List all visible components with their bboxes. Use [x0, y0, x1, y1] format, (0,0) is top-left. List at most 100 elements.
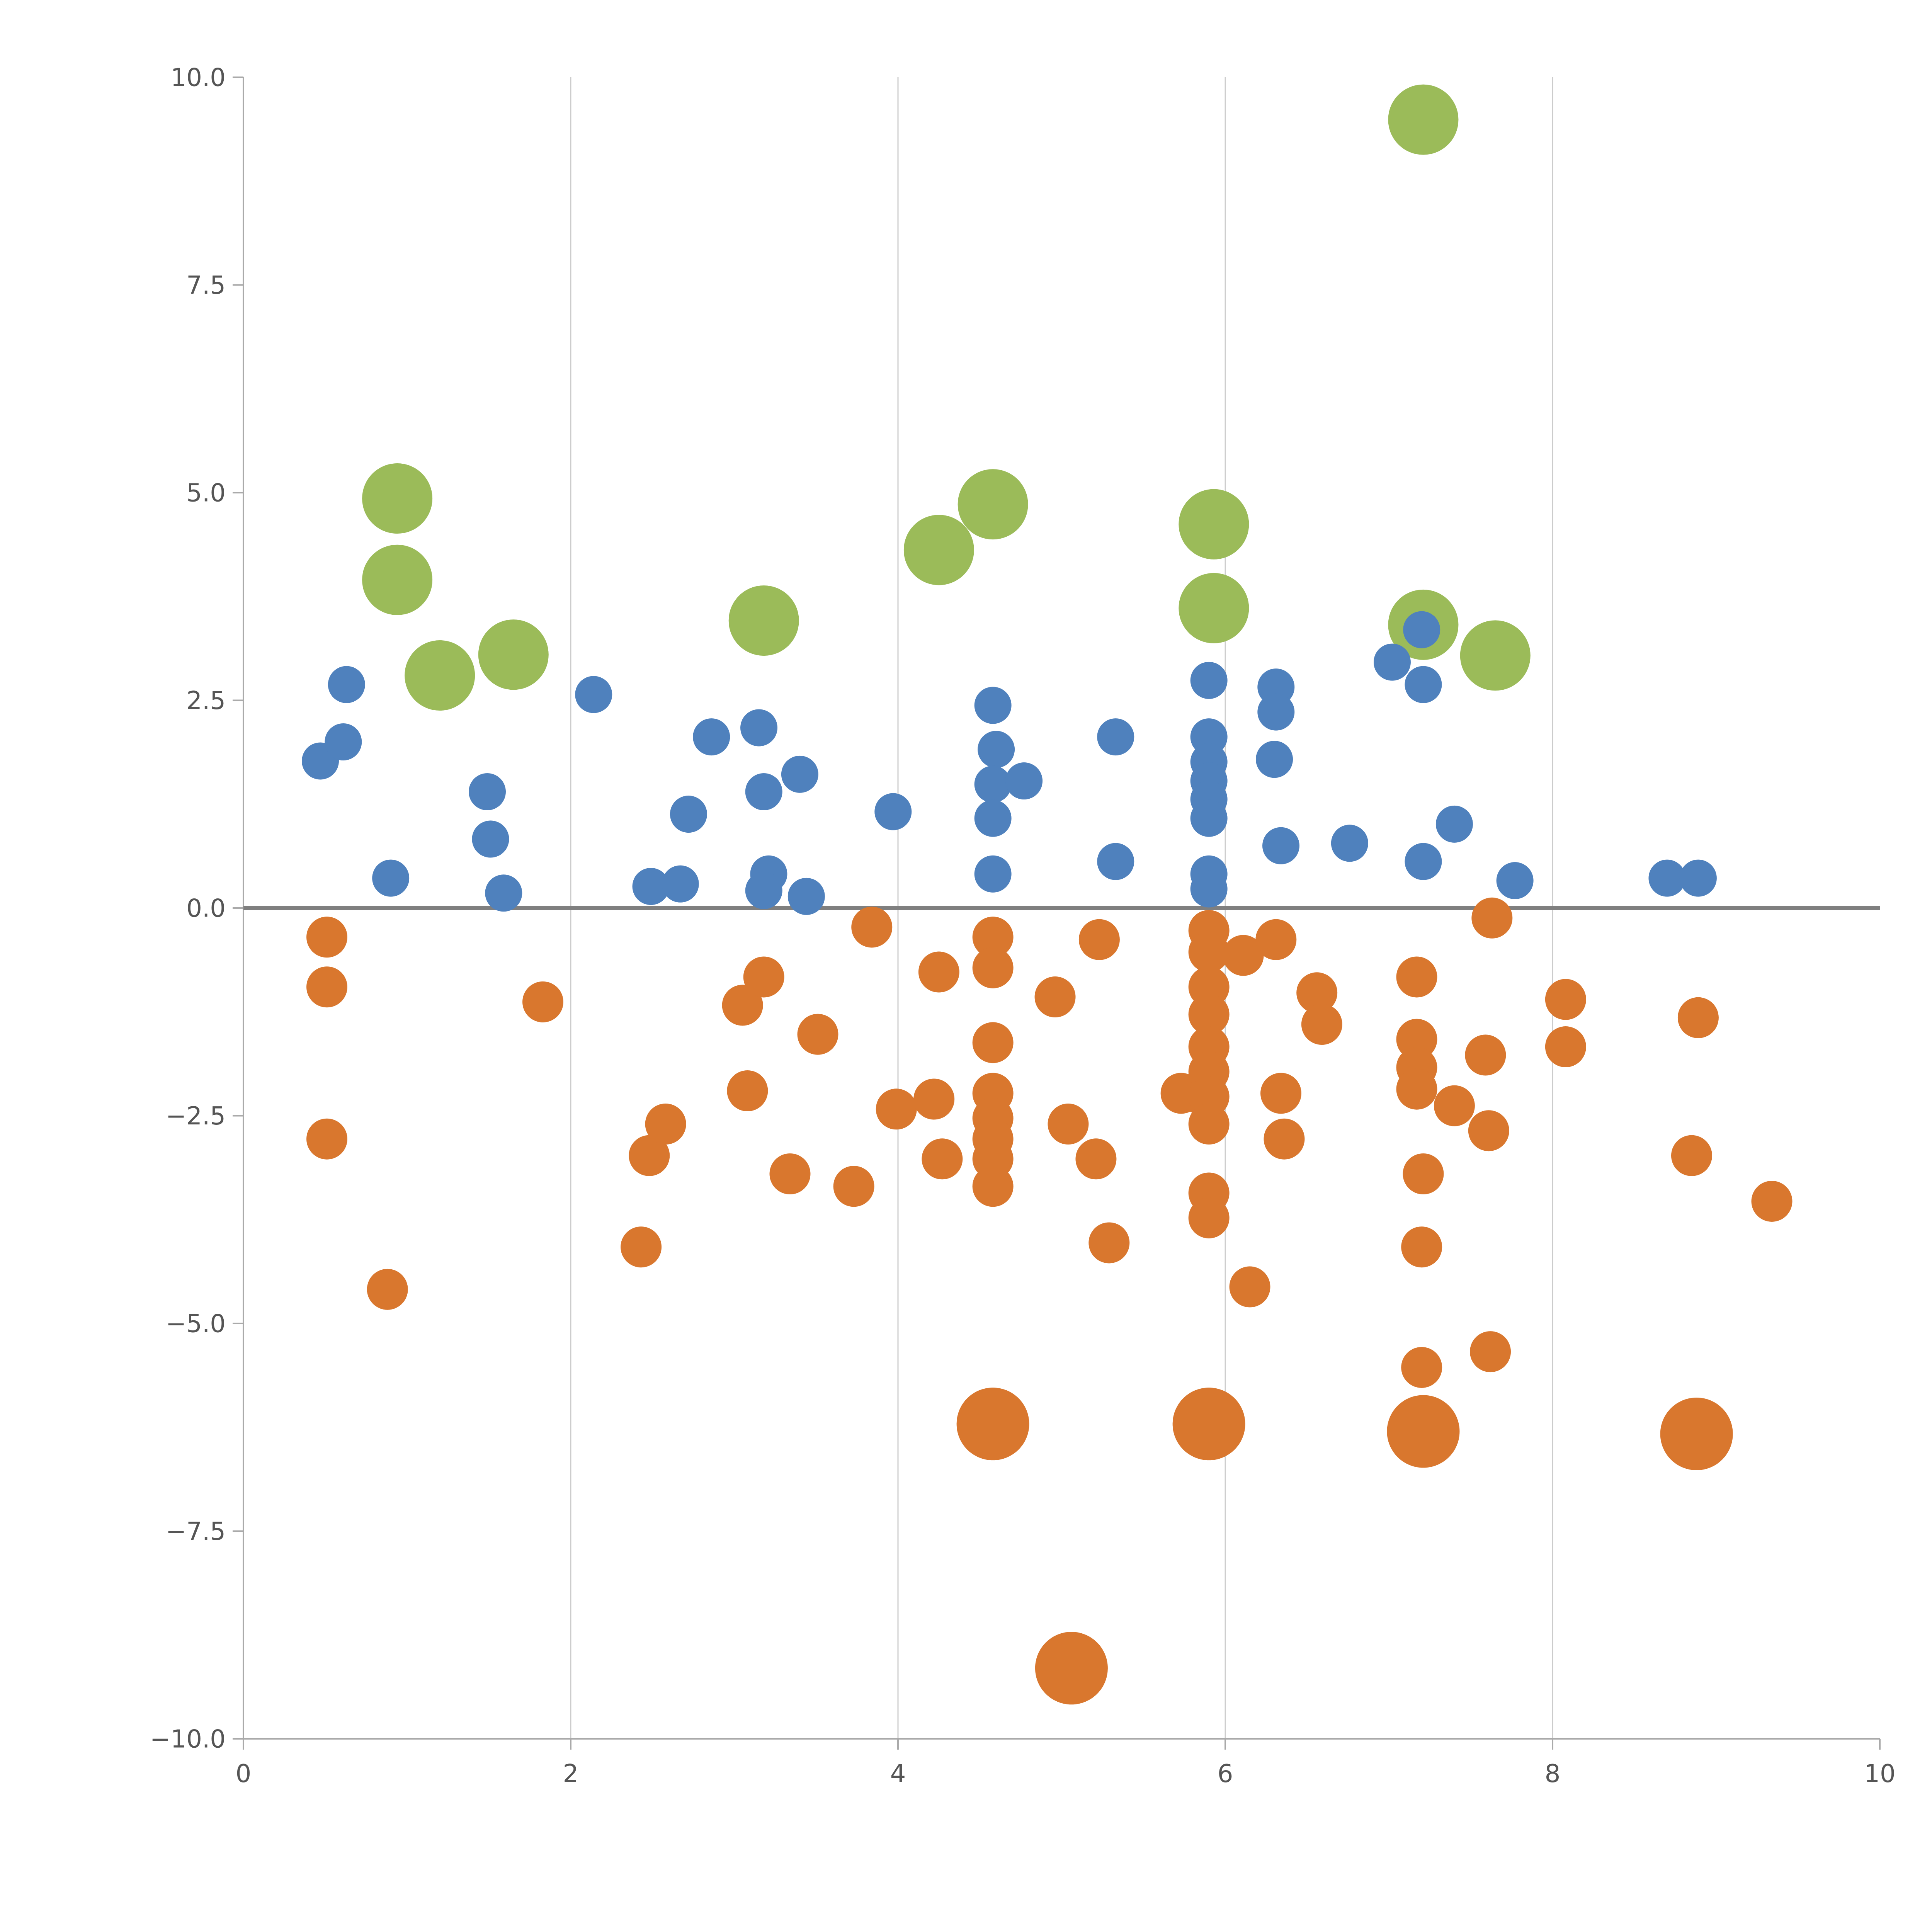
x-tick-label: 8 [1545, 1760, 1561, 1788]
point-blue-small-dots [1097, 718, 1134, 756]
point-orange-medium-dots [1301, 1004, 1342, 1045]
point-blue-small-dots [325, 723, 362, 760]
point-orange-medium-dots [1188, 1104, 1230, 1145]
point-orange-medium-dots [522, 981, 564, 1022]
point-orange-medium-dots [1229, 1266, 1270, 1308]
point-orange-medium-dots [1545, 1026, 1586, 1068]
point-orange-large-bubbles [1035, 1632, 1108, 1705]
point-orange-large-bubbles [956, 1388, 1029, 1461]
point-orange-medium-dots [972, 1166, 1014, 1207]
point-blue-small-dots [1405, 666, 1442, 703]
point-orange-large-bubbles [1387, 1395, 1460, 1468]
point-blue-small-dots [740, 709, 778, 747]
point-orange-medium-dots [1188, 931, 1230, 973]
point-orange-medium-dots [743, 956, 784, 998]
point-blue-small-dots [1256, 741, 1293, 778]
point-orange-medium-dots [1396, 1068, 1437, 1110]
y-tick-label: 7.5 [186, 271, 226, 300]
point-blue-small-dots [372, 859, 410, 897]
point-orange-medium-dots [972, 917, 1014, 958]
point-blue-small-dots [1190, 662, 1228, 699]
point-orange-medium-dots [1088, 1222, 1130, 1264]
point-orange-medium-dots [1296, 972, 1338, 1014]
point-green-large-bubbles [478, 619, 549, 690]
point-green-large-bubbles [1388, 84, 1459, 155]
point-orange-medium-dots [1255, 919, 1297, 960]
point-blue-small-dots [662, 865, 699, 903]
point-green-large-bubbles [903, 515, 974, 585]
point-orange-medium-dots [913, 1078, 955, 1120]
y-tick-label: −2.5 [166, 1102, 226, 1131]
point-orange-medium-dots [306, 917, 347, 958]
point-blue-small-dots [1005, 762, 1043, 800]
point-blue-small-dots [1648, 859, 1686, 897]
point-orange-medium-dots [306, 966, 347, 1008]
point-orange-medium-dots [972, 1022, 1014, 1063]
point-green-large-bubbles [1179, 489, 1249, 560]
point-orange-medium-dots [1545, 979, 1586, 1020]
point-orange-medium-dots [727, 1070, 768, 1111]
point-blue-small-dots [1679, 859, 1717, 897]
point-blue-small-dots [1403, 611, 1440, 648]
point-orange-medium-dots [922, 1138, 963, 1180]
point-blue-small-dots [781, 755, 818, 793]
point-orange-medium-dots [1434, 1085, 1475, 1126]
point-blue-small-dots [974, 855, 1012, 893]
point-blue-small-dots [1435, 805, 1473, 843]
point-orange-medium-dots [629, 1135, 670, 1176]
point-orange-medium-dots [1034, 976, 1076, 1018]
point-orange-medium-dots [306, 1118, 347, 1160]
point-green-large-bubbles [1179, 573, 1249, 643]
point-orange-medium-dots [1751, 1180, 1793, 1222]
point-orange-medium-dots [1671, 1135, 1712, 1176]
point-green-large-bubbles [362, 544, 433, 615]
point-green-large-bubbles [1460, 620, 1531, 691]
point-blue-small-dots [1373, 643, 1411, 681]
y-tick-label: 2.5 [186, 687, 226, 715]
point-orange-medium-dots [1470, 1331, 1511, 1372]
point-blue-small-dots [469, 773, 506, 810]
point-blue-small-dots [472, 820, 509, 858]
x-tick-label: 0 [236, 1760, 252, 1788]
point-blue-small-dots [787, 878, 825, 915]
point-blue-small-dots [1496, 862, 1534, 900]
point-orange-medium-dots [851, 906, 893, 948]
point-orange-large-bubbles [1660, 1397, 1733, 1470]
point-orange-medium-dots [1075, 1138, 1117, 1180]
point-orange-medium-dots [1401, 1347, 1442, 1388]
point-blue-small-dots [575, 676, 612, 713]
point-orange-medium-dots [1048, 1104, 1089, 1145]
point-green-large-bubbles [957, 469, 1028, 540]
point-orange-medium-dots [621, 1226, 662, 1268]
point-blue-small-dots [974, 765, 1012, 803]
point-orange-medium-dots [367, 1269, 408, 1310]
point-orange-medium-dots [1403, 1153, 1444, 1194]
point-blue-small-dots [1262, 827, 1299, 864]
point-blue-small-dots [1190, 870, 1228, 908]
point-orange-medium-dots [833, 1166, 874, 1207]
point-blue-small-dots [670, 796, 707, 833]
point-orange-medium-dots [1260, 1073, 1301, 1114]
point-orange-medium-dots [722, 985, 763, 1026]
point-orange-medium-dots [1465, 1034, 1506, 1076]
point-orange-medium-dots [1677, 997, 1719, 1038]
point-blue-small-dots [1405, 843, 1442, 880]
point-blue-small-dots [328, 666, 365, 703]
point-green-large-bubbles [362, 463, 433, 534]
point-blue-small-dots [974, 799, 1012, 837]
point-blue-small-dots [1331, 825, 1368, 862]
y-tick-label: 5.0 [186, 479, 226, 507]
point-blue-small-dots [632, 868, 670, 905]
point-orange-medium-dots [1264, 1118, 1305, 1160]
point-orange-medium-dots [1396, 956, 1437, 998]
point-blue-small-dots [1097, 843, 1134, 880]
point-orange-medium-dots [769, 1153, 811, 1194]
point-orange-medium-dots [972, 947, 1014, 988]
point-blue-small-dots [874, 793, 912, 830]
point-orange-medium-dots [1396, 1019, 1437, 1060]
point-blue-small-dots [978, 731, 1015, 768]
point-blue-small-dots [1190, 799, 1228, 837]
point-orange-medium-dots [1401, 1226, 1442, 1268]
